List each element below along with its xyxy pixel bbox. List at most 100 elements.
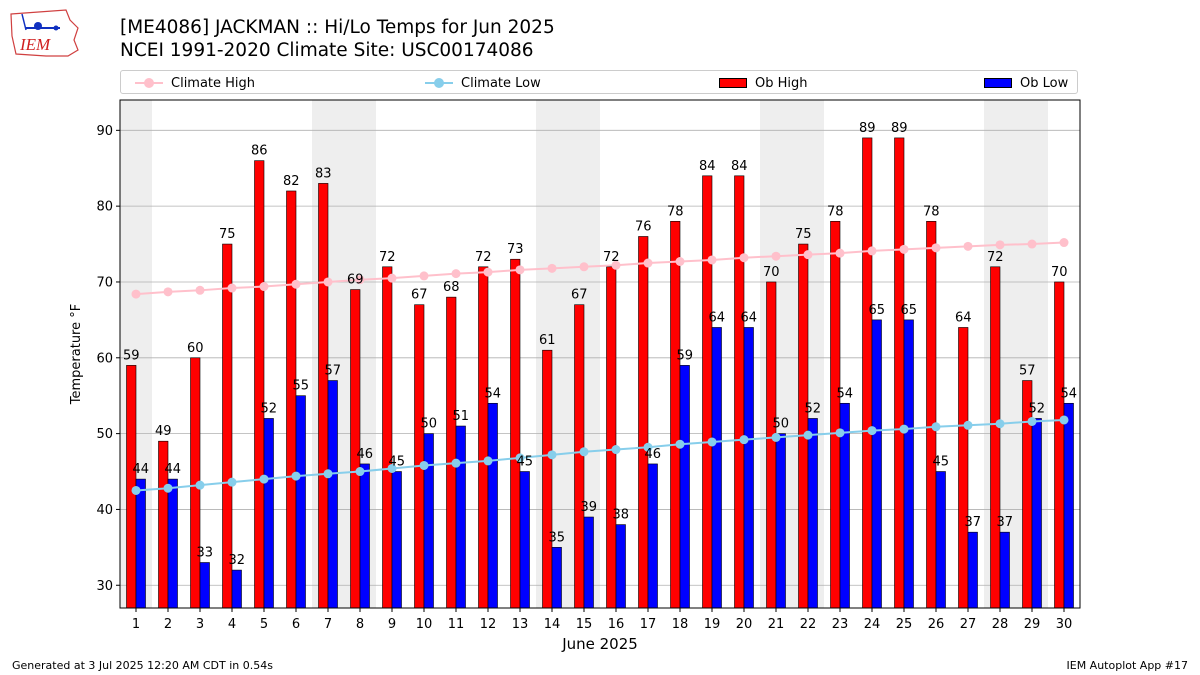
climate-high-point-day-23 [835, 248, 845, 258]
climate-high-point-day-26 [931, 243, 941, 253]
x-tick-label-12: 12 [480, 617, 497, 632]
ob-low-bar-day-7 [327, 380, 338, 609]
ob-high-bar-day-13 [510, 258, 521, 609]
ob-high-label-day-2: 49 [155, 424, 172, 439]
ob-low-label-day-24: 65 [868, 303, 885, 318]
x-tick-label-8: 8 [356, 617, 364, 632]
climate-low-point-day-29 [1027, 416, 1037, 426]
climate-low-line-swatch [425, 76, 453, 90]
climate-high-point-day-20 [739, 253, 749, 263]
ob-low-bar-day-14 [551, 547, 562, 609]
climate-low-point-day-7 [323, 469, 333, 479]
ob-high-label-day-28: 72 [987, 250, 1004, 265]
ob-low-label-day-9: 45 [388, 455, 405, 470]
climate-high-point-day-3 [195, 285, 205, 295]
ob-high-label-day-11: 68 [443, 280, 460, 295]
ob-low-bar-day-12 [487, 402, 498, 609]
ob-high-label-day-27: 64 [955, 310, 972, 325]
climate-low-line [135, 418, 1065, 492]
y-tick-label-40: 40 [96, 503, 113, 518]
ob-high-bar-day-17 [638, 236, 649, 609]
ob-low-label-day-11: 51 [452, 409, 469, 424]
legend-label-climate-low: Climate Low [461, 75, 541, 91]
climate-low-point-day-11 [451, 458, 461, 468]
ob-low-bar-day-25 [903, 319, 914, 609]
ob-low-label-day-3: 33 [196, 546, 213, 561]
ob-high-bar-day-11 [446, 296, 457, 609]
x-tick-label-24: 24 [864, 617, 881, 632]
plot-frame [119, 99, 1081, 609]
x-tick-label-27: 27 [960, 617, 977, 632]
legend-item-climate-low: Climate Low [425, 74, 541, 92]
ob-high-label-day-1: 59 [123, 348, 140, 363]
climate-low-point-day-27 [963, 420, 973, 430]
ob-high-label-day-19: 84 [699, 159, 716, 174]
ob-low-bar-day-16 [615, 524, 626, 609]
climate-high-point-day-6 [291, 279, 301, 289]
chart-subtitle: NCEI 1991-2020 Climate Site: USC00174086 [120, 40, 534, 61]
ob-high-label-day-7: 83 [315, 166, 332, 181]
climate-high-point-day-5 [259, 282, 269, 292]
x-tick-label-15: 15 [576, 617, 593, 632]
ob-high-bar-day-16 [606, 266, 617, 609]
legend-label-climate-high: Climate High [171, 75, 256, 91]
ob-low-label-day-20: 64 [740, 310, 757, 325]
ob-high-label-day-20: 84 [731, 159, 748, 174]
ob-low-bar-day-19 [711, 327, 722, 609]
y-tick-label-80: 80 [96, 200, 113, 215]
legend-label-ob-low: Ob Low [1020, 75, 1069, 91]
climate-high-point-day-4 [227, 283, 237, 293]
ob-low-bar-day-28 [999, 531, 1010, 609]
climate-low-point-day-9 [387, 463, 397, 473]
ob-high-label-day-23: 78 [827, 204, 844, 219]
ob-low-label-day-4: 32 [228, 553, 245, 568]
climate-high-point-day-9 [387, 273, 397, 283]
climate-low-point-day-24 [867, 426, 877, 436]
x-tick-label-13: 13 [512, 617, 529, 632]
climate-high-point-day-22 [803, 250, 813, 260]
climate-low-point-day-4 [227, 477, 237, 487]
ob-high-bar-day-26 [926, 221, 937, 609]
x-tick-label-21: 21 [768, 617, 785, 632]
ob-high-label-day-10: 67 [411, 288, 428, 303]
ob-low-bar-day-13 [519, 471, 530, 609]
climate-high-point-day-7 [323, 277, 333, 287]
climate-high-point-day-17 [643, 258, 653, 268]
ob-high-label-day-13: 73 [507, 242, 524, 257]
ob-high-bar-day-19 [702, 175, 713, 609]
climate-low-point-day-30 [1059, 415, 1069, 425]
climate-low-point-day-21 [771, 432, 781, 442]
climate-high-point-day-21 [771, 251, 781, 261]
ob-low-bar-day-30 [1063, 402, 1074, 609]
ob-low-label-day-15: 39 [580, 500, 597, 515]
ob-high-swatch [719, 78, 747, 88]
ob-high-bar-day-28 [990, 266, 1001, 609]
x-tick-label-4: 4 [228, 617, 236, 632]
ob-low-bar-day-29 [1031, 418, 1042, 609]
x-tick-label-16: 16 [608, 617, 625, 632]
ob-high-bar-day-6 [286, 190, 297, 609]
ob-high-label-day-17: 76 [635, 219, 652, 234]
x-tick-label-5: 5 [260, 617, 268, 632]
ob-high-label-day-25: 89 [891, 121, 908, 136]
x-tick-label-11: 11 [448, 617, 465, 632]
legend-label-ob-high: Ob High [755, 75, 808, 91]
x-tick-label-22: 22 [800, 617, 817, 632]
climate-high-point-day-13 [515, 265, 525, 275]
chart-title: [ME4086] JACKMAN :: Hi/Lo Temps for Jun … [120, 17, 555, 38]
ob-high-label-day-22: 75 [795, 227, 812, 242]
ob-high-bar-day-23 [830, 221, 841, 609]
climate-high-point-day-18 [675, 256, 685, 266]
climate-high-point-day-12 [483, 267, 493, 277]
ob-low-label-day-30: 54 [1060, 386, 1077, 401]
ob-high-label-day-24: 89 [859, 121, 876, 136]
ob-high-label-day-9: 72 [379, 250, 396, 265]
chart-legend: Climate High Climate Low Ob High Ob Low [120, 70, 1078, 94]
x-tick-label-9: 9 [388, 617, 396, 632]
ob-low-bar-day-4 [231, 569, 242, 609]
x-tick-label-29: 29 [1024, 617, 1041, 632]
ob-high-label-day-14: 61 [539, 333, 556, 348]
ob-low-bar-day-10 [423, 433, 434, 609]
climate-low-point-day-18 [675, 439, 685, 449]
